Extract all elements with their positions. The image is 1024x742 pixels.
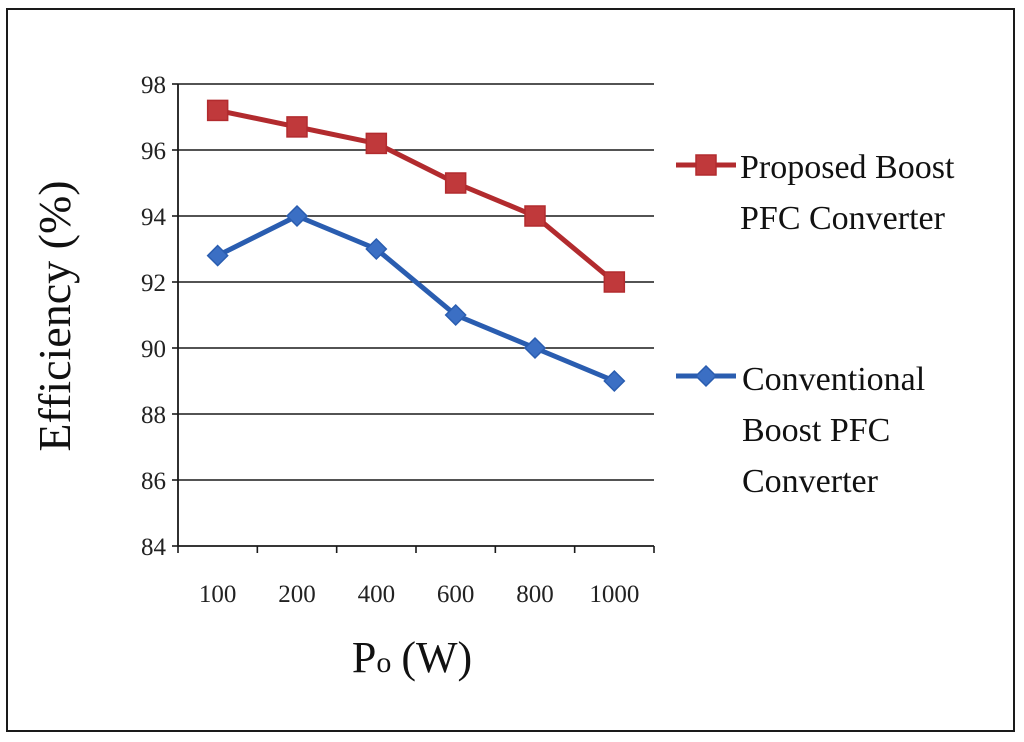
grid-lines [178, 83, 654, 481]
legend: Proposed Boost PFC Converter Conventional B… [676, 149, 955, 500]
legend-marker-conventional [694, 364, 718, 388]
point-proposed-400 [365, 132, 388, 155]
legend-label-line: Boost PFC [742, 412, 890, 449]
point-proposed-100 [206, 99, 229, 122]
point-proposed-1000 [603, 271, 626, 293]
x-axis-title: Po (W) [352, 633, 472, 682]
y-axis-title: Efficiency (%) [29, 180, 80, 451]
point-conventional-400 [365, 237, 388, 261]
legend-label-conventional: Conventional Boost PFC Converter [742, 361, 925, 500]
legend-label-line: Converter [742, 463, 879, 500]
legend-label-proposed: Proposed Boost PFC Converter [740, 149, 955, 237]
figure-frame [6, 8, 1015, 732]
point-proposed-200 [286, 116, 308, 138]
y-tick-label-96: 96 [141, 138, 166, 165]
point-proposed-800 [524, 205, 546, 227]
point-conventional-100 [206, 244, 229, 267]
x-axis-title-symbol: P [352, 633, 376, 682]
x-tick-label-200: 200 [278, 581, 316, 608]
y-tick-label-84: 84 [141, 534, 167, 561]
x-tick-labels: 100 200 400 600 800 1000 [199, 581, 639, 608]
y-tick-label-94: 94 [141, 204, 167, 231]
x-tick-label-1000: 1000 [589, 581, 639, 608]
series-line-conventional [216, 213, 616, 384]
y-tick-label-90: 90 [141, 336, 166, 363]
point-conventional-600 [444, 303, 467, 327]
x-tick-label-400: 400 [358, 581, 396, 608]
x-axis-title-subscript: o [376, 646, 391, 679]
data-series [206, 99, 626, 393]
legend-label-line: PFC Converter [740, 200, 946, 237]
point-proposed-600 [444, 172, 467, 194]
x-axis-title-unit: (W) [401, 633, 472, 682]
point-conventional-200 [285, 204, 309, 228]
x-tick-label-600: 600 [437, 581, 475, 608]
legend-marker-proposed [695, 154, 717, 176]
y-tick-label-92: 92 [141, 270, 166, 297]
x-tick-label-800: 800 [516, 581, 554, 608]
legend-label-line: Conventional [742, 361, 925, 398]
y-tick-labels: 84 86 88 90 92 94 96 98 [141, 72, 167, 561]
axes [172, 83, 655, 553]
y-tick-label-98: 98 [141, 72, 166, 99]
x-tick-label-100: 100 [199, 581, 237, 608]
series-line-proposed [217, 107, 616, 284]
point-conventional-800 [523, 336, 547, 360]
legend-label-line: Proposed Boost [740, 149, 955, 186]
point-conventional-1000 [603, 369, 626, 393]
y-tick-label-88: 88 [141, 402, 166, 429]
y-tick-label-86: 86 [141, 468, 166, 495]
